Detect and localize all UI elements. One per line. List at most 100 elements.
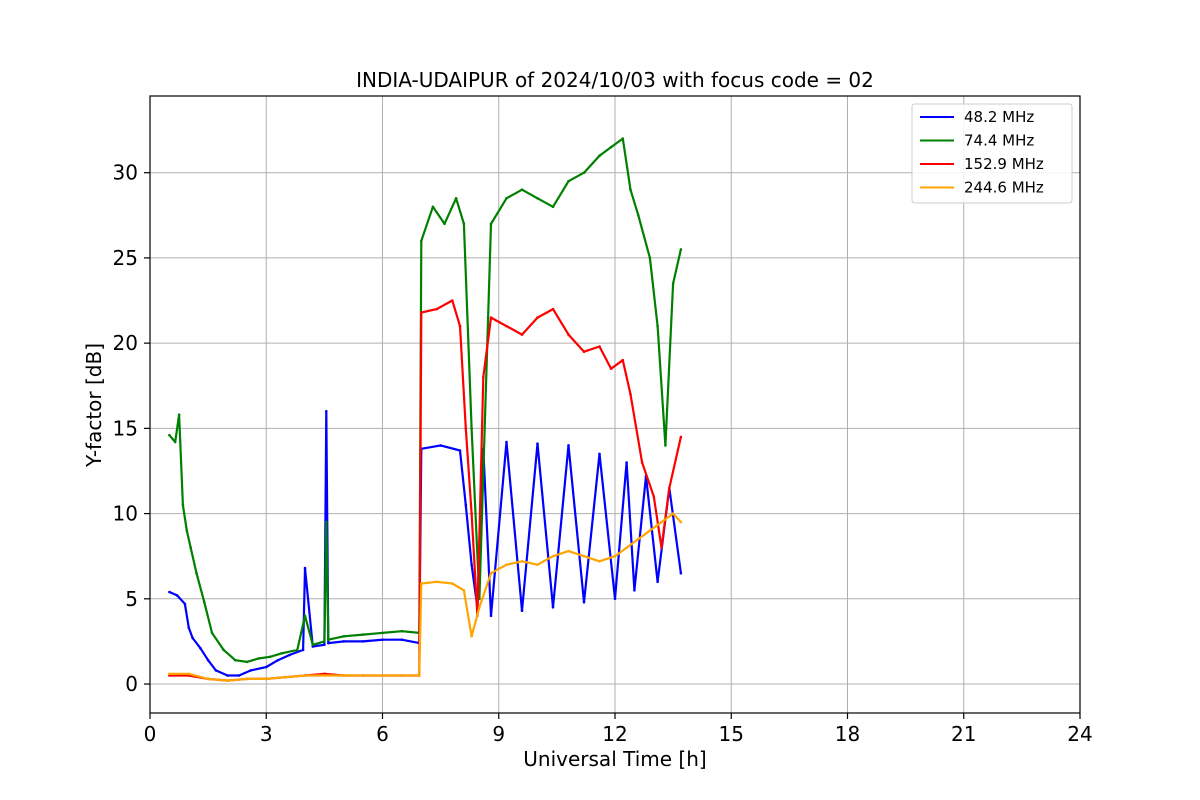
series-2-point <box>640 461 644 464</box>
series-1-point <box>431 205 435 209</box>
series-2-point <box>551 307 555 311</box>
series-1-point <box>195 571 198 575</box>
series-0-point <box>303 566 307 570</box>
series-2-point <box>598 345 601 348</box>
series-3-point <box>598 560 601 563</box>
legend-label-2: 152.9 MHz <box>964 155 1044 173</box>
series-1-point <box>185 529 189 532</box>
series-3-point <box>400 674 404 677</box>
series-1-point <box>420 239 423 243</box>
x-tick-label: 24 <box>1067 722 1092 746</box>
series-1-point <box>629 188 632 191</box>
series-1-point <box>470 427 473 430</box>
series-2-point <box>470 512 473 515</box>
series-1-point <box>567 179 570 183</box>
series-1-point <box>520 188 524 191</box>
series-0-point <box>187 626 191 630</box>
series-1-point <box>679 248 683 251</box>
series-2-point <box>458 324 462 328</box>
y-tick-label: 30 <box>113 161 138 185</box>
series-3-point <box>470 635 473 638</box>
series-3-point <box>567 549 570 553</box>
series-0-point <box>288 653 291 657</box>
series-2-point <box>652 495 656 498</box>
series-0-point <box>214 669 218 672</box>
series-3-point <box>679 520 683 524</box>
series-0-point <box>464 503 468 507</box>
series-0-point <box>249 669 253 672</box>
series-1-point <box>505 197 508 200</box>
series-0-point <box>237 674 241 677</box>
series-0-point <box>489 614 493 618</box>
series-3-point <box>505 563 508 566</box>
series-1-point <box>443 222 446 226</box>
series-2-point <box>435 307 439 311</box>
series-3-point <box>660 520 663 524</box>
x-tick-label: 18 <box>835 722 860 746</box>
series-2-point <box>582 350 586 354</box>
legend-box <box>911 103 1073 204</box>
series-3-point <box>536 563 539 566</box>
series-1-point <box>454 197 458 200</box>
series-0-point <box>168 590 171 594</box>
legend-label-1: 74.4 MHz <box>964 132 1034 150</box>
x-axis-title: Universal Time [h] <box>523 747 706 771</box>
legend-label-0: 48.2 MHz <box>964 108 1034 126</box>
series-3-point <box>582 554 586 558</box>
series-1-point <box>222 648 225 652</box>
series-2-point <box>668 486 671 490</box>
series-3-point <box>451 582 454 585</box>
series-1-point <box>381 631 384 635</box>
series-3-point <box>303 674 307 677</box>
series-1-point <box>361 633 365 636</box>
series-1-point <box>462 222 466 226</box>
series-1-point <box>536 197 539 200</box>
series-1-point <box>664 444 667 447</box>
series-1-point <box>210 631 214 635</box>
series-1-point <box>280 652 284 655</box>
x-tick-label: 15 <box>719 722 744 746</box>
x-tick-label: 12 <box>602 722 627 746</box>
series-0-point <box>226 674 229 677</box>
series-1-point <box>656 324 659 328</box>
series-1-point <box>245 660 249 664</box>
x-tick-label: 9 <box>492 722 505 746</box>
series-0-point <box>276 658 280 662</box>
series-1-point <box>303 614 307 618</box>
y-axis-title: Y-factor [dB] <box>82 343 106 468</box>
series-0-point <box>582 600 586 604</box>
y-tick-label: 0 <box>125 672 138 696</box>
series-0-point <box>567 444 570 447</box>
series-1-point <box>648 256 652 260</box>
series-1-point <box>323 640 326 643</box>
x-tick-label: 3 <box>260 722 273 746</box>
series-3-point <box>637 537 640 541</box>
series-2-point <box>520 333 524 336</box>
series-0-point <box>598 452 601 456</box>
series-1-point <box>551 205 555 209</box>
series-3-point <box>613 554 617 558</box>
series-0-point <box>656 580 659 584</box>
series-0-point <box>323 643 326 647</box>
series-1-point <box>173 440 177 444</box>
series-1-point <box>203 600 206 604</box>
series-1-point <box>234 658 237 662</box>
series-3-point <box>226 679 229 682</box>
series-0-point <box>679 571 683 575</box>
series-3-point <box>245 677 249 681</box>
ticks: 0 3 6 9 12 15 18 21 24 0 5 10 15 20 25 30 <box>113 161 1093 746</box>
series-0-point <box>361 640 365 643</box>
series-2-point <box>451 299 454 302</box>
series-1-point <box>327 638 330 641</box>
series-3-point <box>435 580 439 584</box>
series-1-point <box>181 503 185 507</box>
series-3-point <box>520 560 524 563</box>
x-tick-label: 0 <box>144 722 157 746</box>
series-2-point <box>629 393 632 396</box>
series-3-point <box>323 674 326 677</box>
series-3-point <box>551 554 555 558</box>
series-0-point <box>458 449 462 452</box>
legend-label-3: 244.6 MHz <box>964 179 1044 197</box>
